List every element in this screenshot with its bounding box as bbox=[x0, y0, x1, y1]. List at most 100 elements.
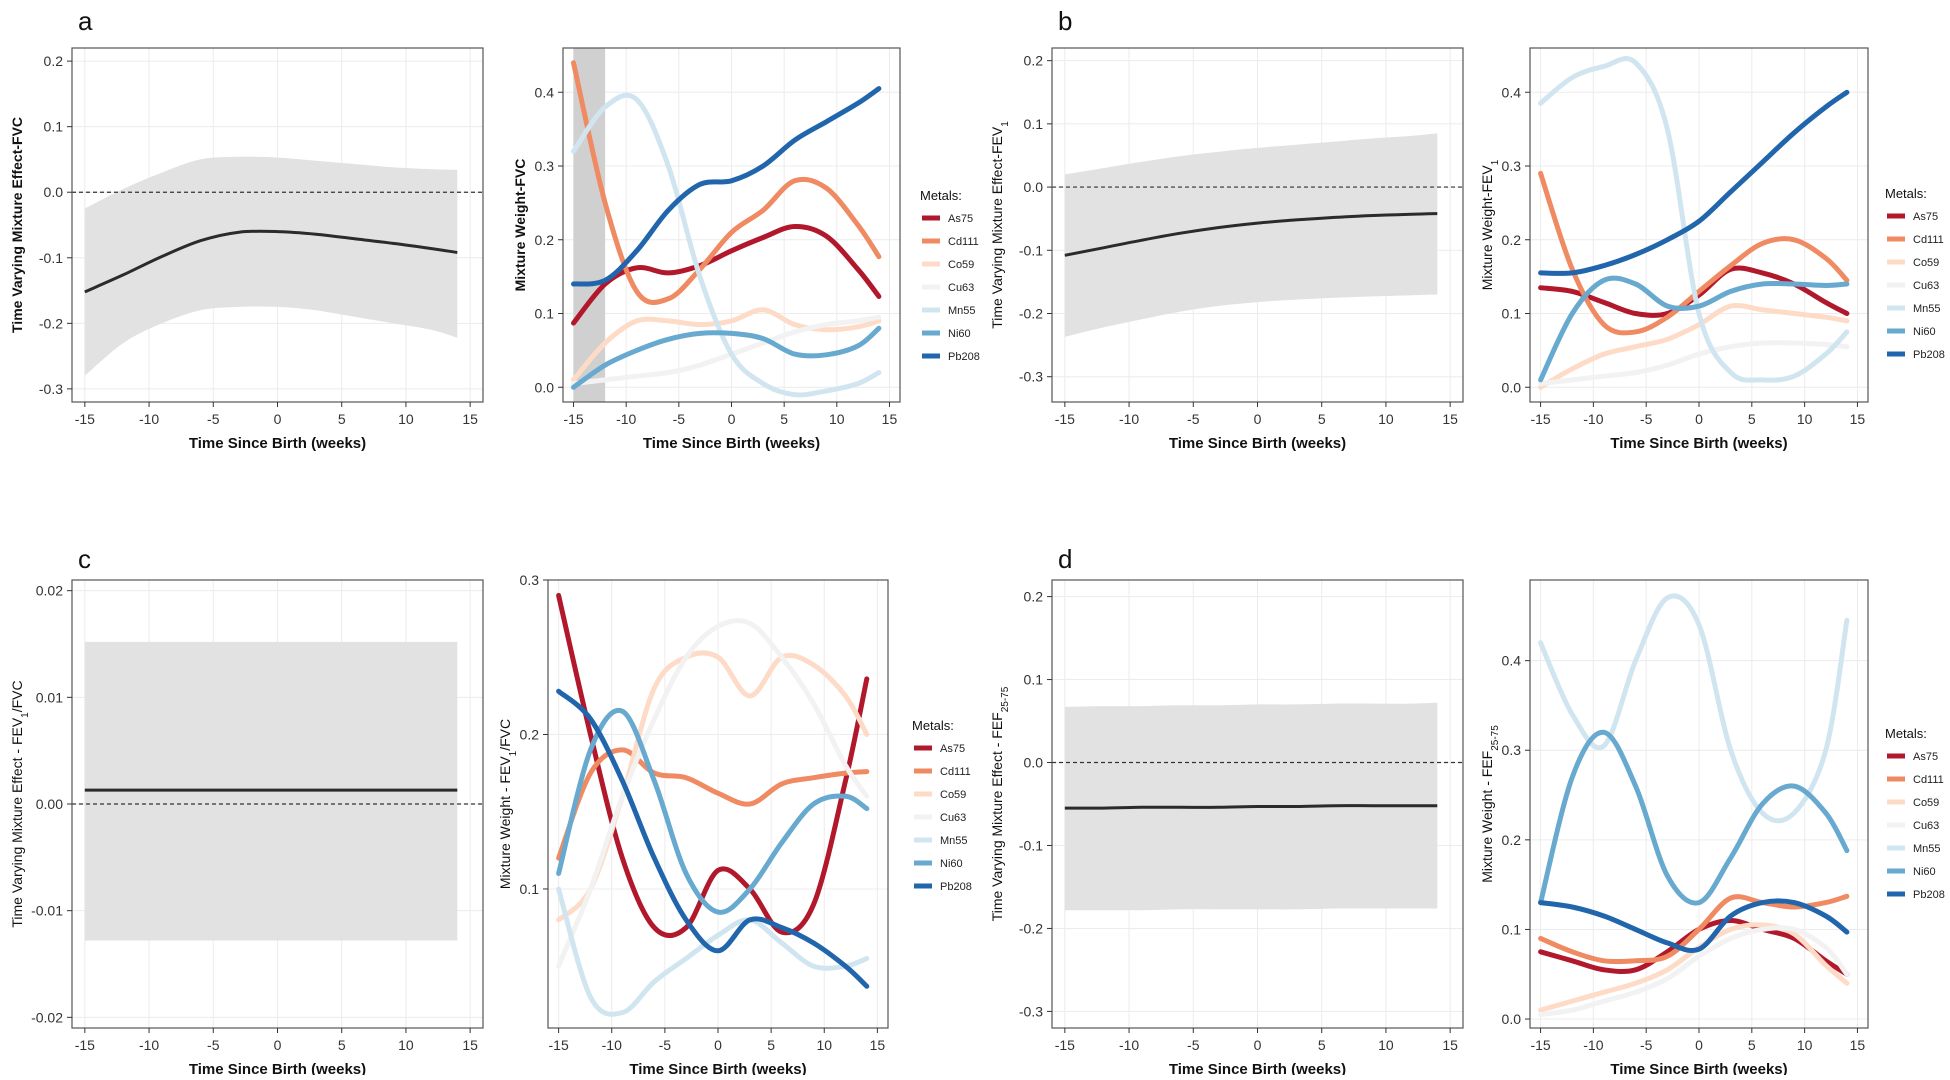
x-tick-label: -5 bbox=[1640, 1037, 1653, 1053]
legend-label: Cd111 bbox=[940, 766, 971, 778]
y-axis-title-subscript: 1 bbox=[1000, 121, 1011, 127]
y-axis-title: Mixture Weight - FEV1/FVC bbox=[497, 719, 519, 889]
y-axis-title-text: Time Varying Mixture Effect-FVC bbox=[9, 117, 25, 333]
x-axis-title: Time Since Birth (weeks) bbox=[643, 435, 820, 452]
panel-label-a: a bbox=[78, 6, 93, 36]
legend-label: Ni60 bbox=[1913, 866, 1936, 878]
x-tick-label: -5 bbox=[207, 1037, 220, 1053]
legend-label: Cd111 bbox=[1913, 774, 1944, 786]
x-tick-label: 15 bbox=[462, 411, 478, 427]
y-axis-title-text: Time Varying Mixture Effect-FEV bbox=[989, 126, 1005, 329]
chart-c-weights: -15 -10 -5 0 5 10 15 0.1 0.2 0.3 Time Since Birth … bbox=[497, 572, 889, 1078]
series-line-co59 bbox=[1538, 302, 1850, 390]
y-tick-label: 0.2 bbox=[1024, 53, 1044, 69]
series-line-cd111 bbox=[571, 60, 882, 305]
x-axis-title: Time Since Birth (weeks) bbox=[629, 1061, 806, 1075]
legend-label: As75 bbox=[1913, 211, 1938, 223]
y-tick-label: -0.3 bbox=[1019, 1003, 1043, 1019]
y-tick-label: 0.3 bbox=[1502, 158, 1522, 174]
x-tick-label: 0 bbox=[714, 1037, 722, 1053]
y-axis-title: Mixture Weight - FEF25-75 bbox=[1479, 725, 1501, 883]
series-line-pb208 bbox=[571, 86, 882, 287]
x-tick-label: 5 bbox=[1748, 1037, 1756, 1053]
x-tick-label: 5 bbox=[338, 411, 346, 427]
y-axis-title-text: /FVC bbox=[9, 680, 25, 712]
chart-b-weights: -15 -10 -5 0 5 10 15 0.0 0.1 0.2 0.3 0.4 Time Since … bbox=[1479, 47, 1869, 452]
y-tick-label: -0.01 bbox=[31, 903, 63, 919]
series-line-cu63 bbox=[556, 617, 870, 969]
y-axis-title-subscript: 1 bbox=[508, 750, 519, 756]
x-tick-label: 5 bbox=[1318, 1037, 1326, 1053]
y-tick-label: 0.1 bbox=[1502, 921, 1522, 937]
legend-label: As75 bbox=[948, 213, 973, 225]
y-tick-label: 0.1 bbox=[520, 881, 540, 897]
series-line-mn55 bbox=[1538, 56, 1850, 383]
x-tick-label: -10 bbox=[1583, 411, 1603, 427]
y-tick-label: -0.2 bbox=[1019, 920, 1043, 936]
x-axis-title: Time Since Birth (weeks) bbox=[1610, 435, 1787, 452]
x-tick-label: 5 bbox=[1748, 411, 1756, 427]
x-tick-label: -5 bbox=[1187, 411, 1200, 427]
x-tick-label: -15 bbox=[75, 1037, 95, 1053]
y-axis-title: Time Varying Mixture Effect - FEV1/FVC bbox=[9, 680, 31, 927]
series-line-as75 bbox=[1538, 265, 1850, 318]
legend: Metals: As75 Cd111 Co59 Cu63 Mn55 Ni60 Pb208 bbox=[920, 188, 980, 363]
y-tick-label: 0.1 bbox=[1502, 306, 1522, 322]
x-tick-label: 10 bbox=[398, 411, 414, 427]
mixture-effect-line bbox=[1064, 804, 1438, 810]
y-tick-label: 0.1 bbox=[44, 119, 64, 135]
legend-label: Pb208 bbox=[940, 881, 972, 893]
y-tick-label: 0.01 bbox=[36, 689, 63, 705]
x-tick-label: 0 bbox=[1254, 1037, 1262, 1053]
chart-b-effect: -15 -10 -5 0 5 10 15 -0.3 -0.2 -0.1 0.0 0.1 0.2 Time … bbox=[989, 47, 1464, 452]
y-axis-title-text: Time Varying Mixture Effect - FEF bbox=[989, 712, 1005, 921]
x-tick-label: -15 bbox=[75, 411, 95, 427]
x-tick-label: 10 bbox=[1797, 1037, 1813, 1053]
series-line-cu63 bbox=[1538, 340, 1850, 387]
y-tick-label: 0.1 bbox=[535, 306, 555, 322]
x-tick-label: 0 bbox=[274, 1037, 282, 1053]
confidence-band bbox=[1064, 133, 1438, 337]
x-tick-label: -10 bbox=[139, 411, 159, 427]
x-tick-label: 10 bbox=[1378, 411, 1394, 427]
y-tick-label: 0.0 bbox=[1024, 755, 1044, 771]
legend-label: Cu63 bbox=[1913, 820, 1939, 832]
y-tick-label: 0.4 bbox=[535, 84, 555, 100]
x-tick-label: 5 bbox=[338, 1037, 346, 1053]
x-tick-label: 10 bbox=[829, 411, 845, 427]
x-axis-title: Time Since Birth (weeks) bbox=[189, 1061, 366, 1075]
x-tick-label: -15 bbox=[1055, 411, 1075, 427]
x-tick-label: 0 bbox=[1695, 411, 1703, 427]
y-tick-label: 0.2 bbox=[44, 53, 64, 69]
legend-label: Pb208 bbox=[1913, 349, 1945, 361]
series-line-co59 bbox=[571, 307, 882, 383]
x-tick-label: 15 bbox=[1850, 411, 1866, 427]
x-tick-label: -10 bbox=[616, 411, 636, 427]
x-tick-label: 15 bbox=[1442, 1037, 1458, 1053]
legend-label: Cu63 bbox=[1913, 280, 1939, 292]
legend-label: Cd111 bbox=[1913, 234, 1944, 246]
y-axis-title: Mixture Weight-FVC bbox=[512, 159, 528, 292]
y-axis-title-subscript: 25-75 bbox=[1490, 725, 1501, 751]
legend-title: Metals: bbox=[1885, 186, 1927, 201]
series-line-mn55 bbox=[571, 92, 882, 398]
legend-label: Mn55 bbox=[948, 305, 976, 317]
y-tick-label: 0.0 bbox=[1502, 379, 1522, 395]
x-tick-label: 0 bbox=[274, 411, 282, 427]
y-tick-label: 0.4 bbox=[1502, 84, 1522, 100]
legend-label: Co59 bbox=[1913, 797, 1939, 809]
legend-label: Ni60 bbox=[940, 858, 963, 870]
legend-label: As75 bbox=[1913, 751, 1938, 763]
x-axis-title: Time Since Birth (weeks) bbox=[189, 435, 366, 452]
mixture-effect-line bbox=[84, 229, 458, 294]
y-axis-title-text: Mixture Weight - FEV bbox=[497, 756, 513, 889]
series-line-ni60 bbox=[1538, 275, 1850, 383]
legend-label: Cu63 bbox=[940, 812, 966, 824]
legend-label: Pb208 bbox=[948, 351, 980, 363]
x-tick-label: -5 bbox=[1187, 1037, 1200, 1053]
x-tick-label: 15 bbox=[1850, 1037, 1866, 1053]
y-tick-label: -0.02 bbox=[31, 1009, 63, 1025]
series-line-mn55 bbox=[1538, 593, 1850, 824]
y-tick-label: 0.0 bbox=[1024, 179, 1044, 195]
x-tick-label: 0 bbox=[728, 411, 736, 427]
